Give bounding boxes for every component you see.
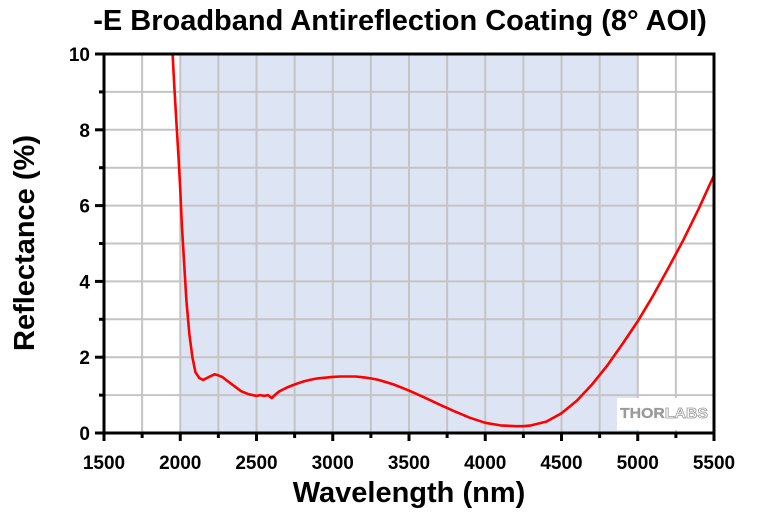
x-axis-tick-labels: 1500 2000 2500 3000 3500 4000 4500 5000 5500 bbox=[83, 453, 735, 474]
series-line-reflectance bbox=[171, 53, 716, 428]
x-axis-label: Wavelength (nm) bbox=[293, 477, 526, 509]
y-axis-ticks bbox=[95, 52, 104, 435]
x-tick-label: 3000 bbox=[312, 453, 354, 474]
x-tick-label: 4500 bbox=[540, 453, 582, 474]
thorlabs-logo: THOR LABS bbox=[617, 398, 711, 430]
y-tick-label: 4 bbox=[79, 272, 90, 293]
x-tick-label: 2000 bbox=[159, 453, 201, 474]
chart-title: -E Broadband Antireflection Coating (8° … bbox=[93, 5, 707, 37]
y-tick-label: 8 bbox=[79, 121, 90, 142]
x-tick-label: 5000 bbox=[617, 453, 659, 474]
x-tick-label: 5500 bbox=[693, 453, 735, 474]
x-axis-ticks bbox=[102, 433, 716, 441]
y-tick-label: 2 bbox=[79, 348, 90, 369]
y-tick-label: 6 bbox=[79, 197, 90, 218]
x-tick-label: 2500 bbox=[235, 453, 277, 474]
x-tick-label: 1500 bbox=[83, 453, 125, 474]
y-axis-label: Reflectance (%) bbox=[9, 135, 41, 351]
y-axis-tick-labels: 0 2 4 6 8 10 bbox=[69, 45, 91, 445]
y-tick-label: 0 bbox=[79, 424, 90, 445]
x-tick-label: 3500 bbox=[388, 453, 430, 474]
x-tick-label: 4000 bbox=[464, 453, 506, 474]
y-tick-label: 10 bbox=[69, 45, 90, 66]
